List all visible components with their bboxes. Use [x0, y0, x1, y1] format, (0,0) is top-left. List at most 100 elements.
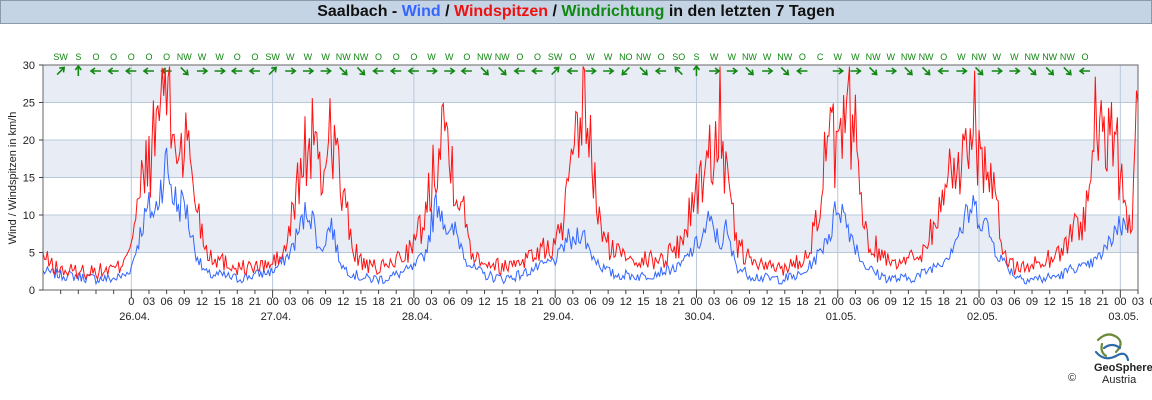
direction-label: W	[710, 52, 719, 62]
x-tick-label: 00	[408, 296, 420, 308]
direction-arrow-shape	[372, 67, 384, 75]
y-band-0	[43, 215, 1138, 253]
direction-label: O	[128, 52, 135, 62]
direction-arrow-shape	[709, 67, 721, 75]
direction-arrow-shape	[460, 67, 472, 75]
direction-arrow	[498, 66, 507, 76]
direction-arrow	[762, 67, 774, 75]
x-tick-label: 15	[213, 296, 225, 308]
direction-arrow	[551, 66, 560, 76]
direction-arrow-shape	[426, 67, 438, 75]
x-tick-label: 21	[390, 296, 402, 308]
x-tick-label: 03	[567, 296, 579, 308]
direction-label: W	[304, 52, 313, 62]
direction-arrow	[885, 67, 898, 75]
direction-arrow-shape	[904, 66, 913, 76]
direction-arrow	[796, 67, 808, 75]
direction-arrow	[74, 64, 82, 76]
x-tick-label: 09	[602, 296, 614, 308]
direction-arrow-shape	[196, 67, 209, 75]
series-wind-line	[42, 147, 1127, 286]
direction-arrow	[1009, 67, 1021, 75]
direction-arrow	[268, 66, 278, 76]
direction-label: W	[834, 52, 843, 62]
direction-arrow	[780, 66, 790, 76]
x-tick-label: 0	[128, 296, 134, 308]
direction-label: NW	[1025, 52, 1040, 62]
direction-arrow	[674, 66, 683, 76]
direction-arrow	[339, 66, 348, 76]
direction-label: W	[198, 52, 207, 62]
direction-arrow-shape	[974, 66, 984, 76]
x-tick-label: 15	[1061, 296, 1073, 308]
date-label: 01.05.	[826, 311, 857, 323]
x-tick-label: 15	[637, 296, 649, 308]
direction-arrow	[654, 67, 667, 75]
direction-label: O	[92, 52, 99, 62]
x-tick-label: 21	[955, 296, 967, 308]
x-tick-label: 00	[266, 296, 278, 308]
direction-arrow	[89, 67, 101, 75]
direction-label: W	[763, 52, 772, 62]
direction-arrow-shape	[603, 67, 615, 75]
direction-arrow	[302, 67, 315, 75]
direction-arrow-shape	[566, 67, 578, 75]
direction-arrow	[480, 66, 490, 76]
direction-arrow-shape	[921, 66, 931, 76]
x-tick-label: 09	[319, 296, 331, 308]
direction-label: O	[393, 52, 400, 62]
x-tick-label: 21	[1097, 296, 1109, 308]
direction-label: O	[534, 52, 541, 62]
direction-label: NW	[353, 52, 368, 62]
y-tick-label: 5	[29, 248, 35, 260]
x-tick-label: 03	[425, 296, 437, 308]
direction-arrow	[230, 67, 243, 75]
direction-label: O	[463, 52, 470, 62]
direction-arrow	[285, 67, 297, 75]
title-sep-1: -	[387, 3, 402, 20]
x-tick-label: 12	[902, 296, 914, 308]
y-tick-label: 15	[23, 173, 35, 185]
direction-label: O	[569, 52, 576, 62]
direction-arrow	[921, 66, 931, 76]
direction-label: W	[427, 52, 436, 62]
direction-arrow	[389, 67, 402, 75]
chart-title: Saalbach - Wind / Windspitzen / Windrich…	[0, 0, 1152, 24]
direction-arrow-shape	[389, 67, 402, 75]
direction-label: W	[886, 52, 895, 62]
direction-label: W	[445, 52, 454, 62]
direction-arrow	[692, 64, 701, 76]
copyright-symbol: ©	[1068, 372, 1077, 384]
direction-arrow	[745, 66, 754, 76]
direction-arrow	[1045, 66, 1055, 76]
y-tick-label: 10	[23, 210, 35, 222]
x-tick-label: 00	[549, 296, 561, 308]
x-tick-label: 06	[1150, 296, 1152, 308]
direction-label: S	[75, 52, 81, 62]
direction-arrow-shape	[407, 67, 419, 75]
direction-label: O	[163, 52, 170, 62]
x-tick-label: 03	[849, 296, 861, 308]
direction-arrow	[180, 66, 189, 76]
direction-arrow-shape	[991, 67, 1004, 75]
direction-arrow-shape	[674, 66, 683, 76]
direction-arrow-shape	[302, 67, 315, 75]
x-tick-label: 00	[832, 296, 844, 308]
x-tick-label: 03	[991, 296, 1003, 308]
x-tick-label: 06	[867, 296, 879, 308]
direction-label: NW	[177, 52, 192, 62]
direction-label: NW	[919, 52, 934, 62]
x-tick-label: 03	[708, 296, 720, 308]
direction-label: O	[375, 52, 382, 62]
direction-label: W	[1010, 52, 1019, 62]
title-wind: Wind	[401, 3, 441, 20]
x-tick-label: 12	[620, 296, 632, 308]
y-bands	[43, 65, 1138, 253]
date-label: 03.05.	[1108, 311, 1139, 323]
direction-arrow	[956, 67, 968, 75]
direction-arrow	[196, 67, 209, 75]
direction-label: W	[586, 52, 595, 62]
direction-arrow	[991, 67, 1004, 75]
direction-arrow-shape	[89, 67, 101, 75]
direction-label: SW	[53, 52, 68, 62]
